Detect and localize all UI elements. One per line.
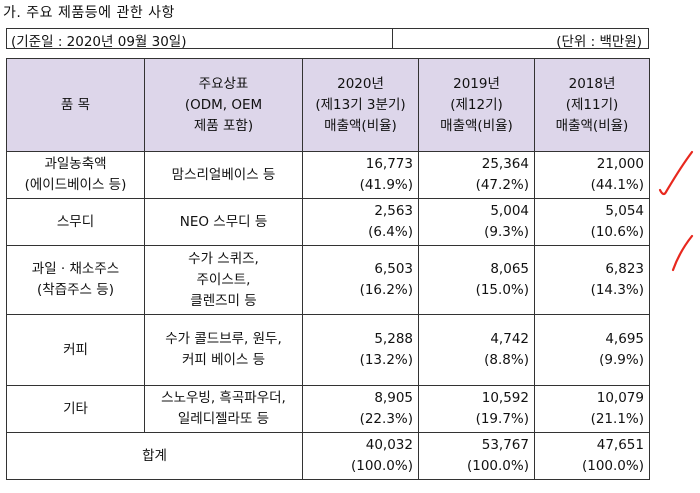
sales-2019-cell: 8,065 (15.0%)	[418, 245, 535, 315]
table-row: 과일 · 채소주스 (착즙주스 등) 수가 스퀴즈, 주이스트, 클렌즈미 등 …	[6, 245, 650, 315]
sales-2019-cell: 10,592 (19.7%)	[418, 385, 535, 433]
section-title: 가. 주요 제품등에 관한 사항	[3, 5, 175, 21]
category-cell: 커피	[6, 314, 145, 386]
header-row: 품 목 주요상표 (ODM, OEM 제품 포함) 2020년 (제13기 3분…	[6, 58, 650, 152]
sales-2018-cell: 10,079 (21.1%)	[534, 385, 650, 433]
unit-label: (단위 : 백만원)	[556, 34, 642, 50]
brand-cell: NEO 스무디 등	[144, 198, 303, 246]
header-2020: 2020년 (제13기 3분기) 매출액(비율)	[302, 58, 419, 152]
red-checkmark-1	[658, 150, 694, 196]
sales-2019-cell: 25,364 (47.2%)	[418, 151, 535, 199]
info-box: (기준일 : 2020년 09월 30일) (단위 : 백만원)	[6, 28, 649, 50]
header-2019: 2019년 (제12기) 매출액(비율)	[418, 58, 535, 152]
sales-2020-cell: 16,773 (41.9%)	[302, 151, 419, 199]
category-cell: 스무디	[6, 198, 145, 246]
table-row: 커피 수가 콜드브루, 원두, 커피 베이스 등 5,288 (13.2%) 4…	[6, 314, 650, 386]
total-2018-cell: 47,651 (100.0%)	[534, 432, 650, 480]
category-cell: 기타	[6, 385, 145, 433]
sales-2018-cell: 4,695 (9.9%)	[534, 314, 650, 386]
sales-2020-cell: 2,563 (6.4%)	[302, 198, 419, 246]
sales-2018-cell: 5,054 (10.6%)	[534, 198, 650, 246]
header-2018: 2018년 (제11기) 매출액(비율)	[534, 58, 650, 152]
products-table: 품 목 주요상표 (ODM, OEM 제품 포함) 2020년 (제13기 3분…	[6, 58, 650, 480]
category-cell: 과일 · 채소주스 (착즙주스 등)	[6, 245, 145, 315]
sales-2018-cell: 21,000 (44.1%)	[534, 151, 650, 199]
total-2019-cell: 53,767 (100.0%)	[418, 432, 535, 480]
sales-2020-cell: 5,288 (13.2%)	[302, 314, 419, 386]
brand-cell: 수가 콜드브루, 원두, 커피 베이스 등	[144, 314, 303, 386]
header-item: 품 목	[6, 58, 145, 152]
sales-2019-cell: 5,004 (9.3%)	[418, 198, 535, 246]
brand-cell: 수가 스퀴즈, 주이스트, 클렌즈미 등	[144, 245, 303, 315]
table-row: 과일농축액 (에이드베이스 등) 맘스리얼베이스 등 16,773 (41.9%…	[6, 151, 650, 199]
table-row: 스무디 NEO 스무디 등 2,563 (6.4%) 5,004 (9.3%) …	[6, 198, 650, 246]
sales-2020-cell: 8,905 (22.3%)	[302, 385, 419, 433]
base-date: (기준일 : 2020년 09월 30일)	[11, 34, 187, 50]
sales-2019-cell: 4,742 (8.8%)	[418, 314, 535, 386]
sales-2020-cell: 6,503 (16.2%)	[302, 245, 419, 315]
table-row: 기타 스노우빙, 흑곡파우더, 일레디젤라또 등 8,905 (22.3%) 1…	[6, 385, 650, 433]
total-2020-cell: 40,032 (100.0%)	[302, 432, 419, 480]
info-divider	[392, 29, 393, 48]
category-cell: 과일농축액 (에이드베이스 등)	[6, 151, 145, 199]
total-row: 합계 40,032 (100.0%) 53,767 (100.0%) 47,65…	[6, 432, 650, 480]
brand-cell: 스노우빙, 흑곡파우더, 일레디젤라또 등	[144, 385, 303, 433]
total-label: 합계	[6, 432, 303, 480]
brand-cell: 맘스리얼베이스 등	[144, 151, 303, 199]
sales-2018-cell: 6,823 (14.3%)	[534, 245, 650, 315]
red-checkmark-2	[671, 234, 694, 272]
header-brand: 주요상표 (ODM, OEM 제품 포함)	[144, 58, 303, 152]
